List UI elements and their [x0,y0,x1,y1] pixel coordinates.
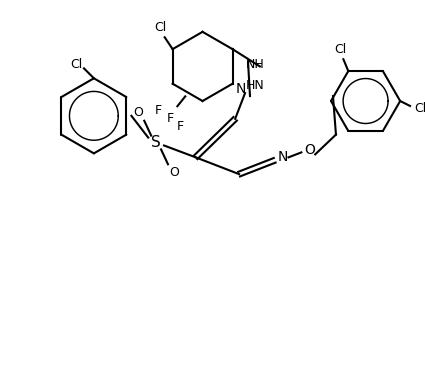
Text: N: N [278,150,288,164]
Text: O: O [169,166,179,179]
Text: O: O [133,106,143,120]
Text: F: F [155,104,162,117]
Text: F: F [177,120,184,132]
Text: Cl: Cl [414,102,425,115]
Text: Cl: Cl [70,58,82,71]
Text: Cl: Cl [334,43,346,56]
Text: F: F [167,112,174,125]
Text: NH: NH [246,58,264,71]
Text: HN: HN [246,79,264,92]
Text: N: N [235,82,246,96]
Text: O: O [304,144,314,157]
Text: S: S [151,135,161,150]
Text: Cl: Cl [155,21,167,34]
